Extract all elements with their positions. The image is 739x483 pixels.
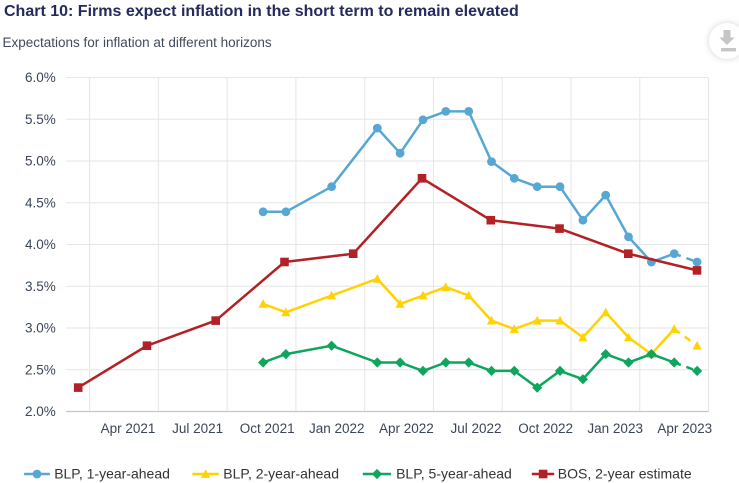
svg-text:Oct 2021: Oct 2021 bbox=[240, 421, 295, 436]
svg-text:4.0%: 4.0% bbox=[25, 237, 56, 252]
svg-text:4.5%: 4.5% bbox=[25, 195, 56, 210]
svg-text:Apr 2021: Apr 2021 bbox=[101, 421, 156, 436]
svg-text:BOS, 2-year estimate: BOS, 2-year estimate bbox=[558, 466, 692, 482]
svg-text:5.5%: 5.5% bbox=[25, 112, 56, 127]
svg-text:3.0%: 3.0% bbox=[25, 321, 56, 336]
svg-text:Jul 2021: Jul 2021 bbox=[172, 421, 223, 436]
svg-text:6.0%: 6.0% bbox=[25, 70, 56, 85]
svg-text:BLP, 2-year-ahead: BLP, 2-year-ahead bbox=[223, 466, 339, 482]
svg-text:2.0%: 2.0% bbox=[25, 404, 56, 419]
svg-text:Jan 2023: Jan 2023 bbox=[587, 421, 643, 436]
svg-text:Oct 2022: Oct 2022 bbox=[518, 421, 573, 436]
svg-text:2.5%: 2.5% bbox=[25, 362, 56, 377]
svg-text:Jul 2022: Jul 2022 bbox=[450, 421, 501, 436]
svg-text:BLP, 5-year-ahead: BLP, 5-year-ahead bbox=[396, 466, 512, 482]
svg-text:Apr 2022: Apr 2022 bbox=[379, 421, 434, 436]
svg-text:5.0%: 5.0% bbox=[25, 154, 56, 169]
svg-text:3.5%: 3.5% bbox=[25, 279, 56, 294]
svg-text:Jan 2022: Jan 2022 bbox=[309, 421, 365, 436]
svg-text:Apr 2023: Apr 2023 bbox=[657, 421, 712, 436]
svg-text:BLP, 1-year-ahead: BLP, 1-year-ahead bbox=[54, 466, 170, 482]
